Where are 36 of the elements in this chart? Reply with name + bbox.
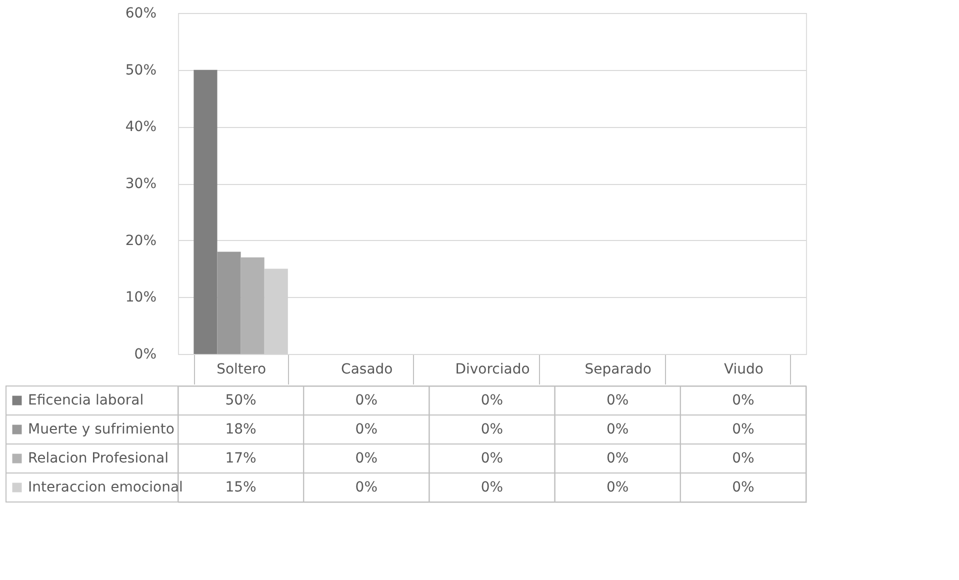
legend-label: Relacion Profesional <box>28 450 168 466</box>
x-tick-label: Soltero <box>216 362 266 378</box>
x-tick-label: Viudo <box>724 362 764 378</box>
data-label: 0% <box>355 480 378 496</box>
data-label: 0% <box>480 392 504 408</box>
y-tick-label: 0% <box>134 346 156 362</box>
data-label: 0% <box>355 422 378 438</box>
data-label: 15% <box>225 480 256 496</box>
data-label: 17% <box>225 450 256 466</box>
data-label: 0% <box>732 392 754 408</box>
y-tick-label: 40% <box>125 119 156 136</box>
data-label: 0% <box>480 450 504 466</box>
data-label: 0% <box>606 480 629 496</box>
y-tick-label: 50% <box>125 62 156 78</box>
data-label: 0% <box>480 422 504 438</box>
y-tick-label: 60% <box>125 6 156 22</box>
data-label: 0% <box>732 450 754 466</box>
y-tick-label: 10% <box>125 290 156 306</box>
data-label: 50% <box>225 392 256 408</box>
y-tick-label: 20% <box>125 232 156 249</box>
data-label: 0% <box>606 392 629 408</box>
data-label: 0% <box>606 422 629 438</box>
y-tick-label: 30% <box>125 176 156 192</box>
data-label: 0% <box>732 480 754 496</box>
data-label: 18% <box>225 422 256 438</box>
data-label: 0% <box>355 392 378 408</box>
legend-label: Eficencia laboral <box>28 392 144 408</box>
data-label: 0% <box>355 450 378 466</box>
legend-label: Muerte y sufrimiento <box>28 422 174 438</box>
data-label: 0% <box>480 480 504 496</box>
data-label: 0% <box>732 422 754 438</box>
x-tick-label: Separado <box>584 362 652 378</box>
x-tick-label: Divorciado <box>455 362 530 378</box>
legend-label: Interaccion emocional <box>28 480 183 496</box>
data-label: 0% <box>606 450 629 466</box>
x-tick-label: Casado <box>341 362 393 378</box>
